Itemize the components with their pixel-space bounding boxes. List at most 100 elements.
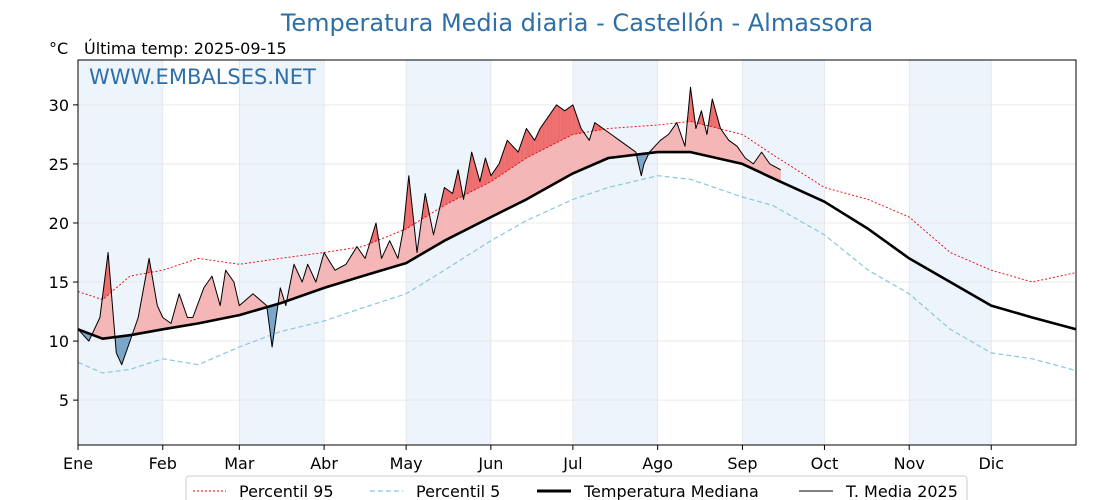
anomaly-fill-above — [308, 267, 311, 294]
anomaly-fill-above — [178, 293, 181, 327]
anomaly-fill-above — [296, 270, 299, 298]
anomaly-fill-above — [341, 265, 344, 283]
anomaly-fill-above — [626, 144, 628, 157]
anomaly-fill-extreme — [511, 144, 513, 169]
month-band — [239, 60, 325, 445]
anomaly-fill-extreme — [508, 141, 511, 171]
anomaly-fill-above — [349, 254, 352, 281]
anomaly-fill-above — [245, 298, 248, 314]
x-tick-label: Jun — [477, 454, 503, 473]
anomaly-fill-extreme — [568, 106, 571, 137]
anomaly-fill-above — [225, 269, 228, 319]
anomaly-fill-above — [765, 157, 768, 176]
anomaly-fill-above — [662, 136, 665, 153]
anomaly-fill-extreme — [543, 119, 546, 150]
anomaly-fill-extreme — [444, 187, 446, 206]
anomaly-fill-extreme — [446, 189, 449, 205]
anomaly-fill-above — [598, 125, 601, 163]
anomaly-fill-above — [616, 137, 619, 158]
anomaly-fill-above — [355, 245, 358, 279]
anomaly-fill-above — [727, 137, 729, 162]
anomaly-fill-extreme — [560, 107, 563, 141]
anomaly-fill-above — [606, 131, 609, 159]
y-axis: 5 10 15 20 25 30 — [49, 96, 78, 410]
anomaly-fill-above — [230, 277, 233, 317]
anomaly-fill-extreme — [557, 105, 560, 143]
y-tick-label: 25 — [49, 155, 69, 174]
anomaly-fill-above — [162, 317, 165, 330]
anomaly-fill-extreme — [545, 118, 548, 149]
anomaly-fill-extreme — [533, 137, 535, 155]
x-tick-label: Abr — [310, 454, 338, 473]
y-tick-label: 30 — [49, 96, 69, 115]
anomaly-fill-above — [146, 265, 148, 333]
anomaly-fill-above — [232, 279, 235, 317]
anomaly-fill-above — [761, 151, 764, 174]
anomaly-fill-above — [228, 273, 230, 318]
anomaly-fill-above — [243, 300, 245, 315]
anomaly-fill-above — [723, 131, 725, 161]
anomaly-fill-above — [732, 142, 735, 163]
anomaly-fill-extreme — [541, 123, 544, 151]
anomaly-fill-above — [613, 135, 616, 158]
anomaly-fill-above — [329, 260, 332, 287]
anomaly-fill-above — [226, 271, 229, 318]
x-tick-label: Jul — [562, 454, 582, 473]
anomaly-fill-above — [610, 134, 613, 158]
anomaly-fill-below — [120, 336, 122, 365]
x-tick-label: Oct — [811, 454, 839, 473]
anomaly-fill-above — [764, 155, 766, 176]
anomaly-fill-extreme — [567, 107, 569, 138]
anomaly-fill-above — [200, 291, 203, 324]
anomaly-fill-above — [585, 133, 587, 169]
anomaly-fill-above — [359, 249, 362, 278]
anomaly-fill-extreme — [549, 112, 552, 147]
anomaly-fill-extreme — [559, 106, 561, 142]
anomaly-fill-above — [675, 121, 677, 153]
anomaly-fill-above — [769, 163, 772, 178]
anomaly-fill-above — [620, 140, 623, 157]
anomaly-fill-above — [601, 127, 604, 162]
anomaly-fill-extreme — [552, 108, 554, 146]
legend-label-current: T. Media 2025 — [845, 482, 958, 500]
anomaly-fill-above — [207, 279, 210, 322]
anomaly-fill-extreme — [556, 104, 559, 144]
anomaly-fill-extreme — [553, 106, 556, 145]
anomaly-fill-above — [762, 153, 765, 175]
x-axis: Ene Feb Mar Abr May Jun Jul Ago Sep Oct Nov Dic — [63, 445, 1004, 473]
watermark: WWW.EMBALSES.NET — [89, 65, 316, 89]
anomaly-fill-above — [673, 123, 676, 153]
anomaly-fill-above — [671, 127, 673, 153]
anomaly-fill-above — [672, 125, 675, 153]
anomaly-fill-above — [665, 134, 668, 153]
anomaly-fill-above — [728, 139, 731, 162]
x-tick-label: Dic — [978, 454, 1004, 473]
anomaly-fill-extreme — [448, 190, 451, 204]
anomaly-fill-extreme — [571, 104, 574, 136]
anomaly-fill-extreme — [564, 109, 567, 139]
series-line-p95 — [77, 120, 1077, 301]
anomaly-fill-above — [731, 141, 734, 163]
anomaly-fill-below — [118, 336, 121, 362]
anomaly-fill-above — [345, 261, 348, 282]
anomaly-fill-above — [229, 275, 232, 318]
anomaly-fill-extreme — [512, 145, 515, 168]
anomaly-fill-above — [772, 165, 775, 180]
anomaly-fill-above — [307, 264, 310, 294]
anomaly-fill-above — [720, 127, 723, 160]
anomaly-fill-extreme — [548, 114, 550, 148]
anomaly-fill-extreme — [546, 116, 549, 148]
anomaly-fill-above — [202, 287, 204, 323]
anomaly-fill-above — [352, 250, 355, 280]
anomaly-fill-above — [624, 143, 627, 157]
unit-label: °C — [49, 39, 68, 58]
anomaly-fill-extreme — [509, 142, 512, 170]
anomaly-fill-extreme — [445, 188, 448, 205]
anomaly-fill-above — [729, 140, 732, 162]
anomaly-fill-above — [721, 129, 724, 160]
anomaly-fill-above — [326, 256, 329, 288]
anomaly-fill-above — [605, 130, 608, 160]
series-lines — [77, 86, 1077, 374]
anomaly-fill-above — [211, 276, 214, 321]
